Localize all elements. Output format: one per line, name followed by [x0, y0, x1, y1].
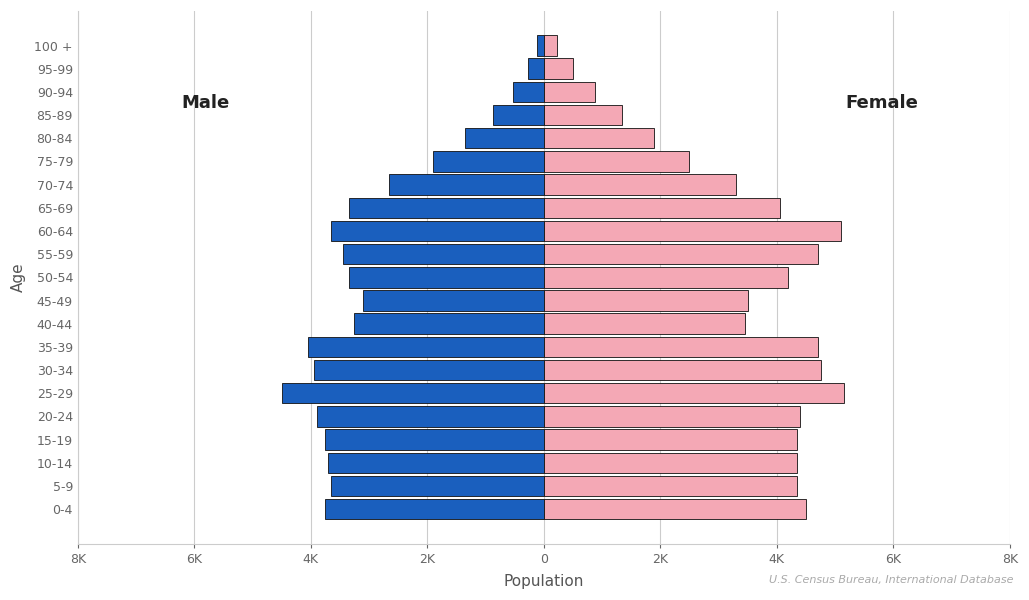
- Bar: [543, 221, 841, 241]
- Bar: [528, 58, 543, 79]
- Bar: [543, 430, 797, 450]
- Text: U.S. Census Bureau, International Database: U.S. Census Bureau, International Databa…: [769, 575, 1014, 585]
- Bar: [349, 267, 543, 287]
- Bar: [543, 197, 780, 218]
- Text: Male: Male: [182, 94, 230, 112]
- Bar: [465, 128, 543, 148]
- Bar: [537, 35, 543, 56]
- Bar: [543, 35, 557, 56]
- Bar: [543, 406, 801, 427]
- Bar: [343, 244, 543, 265]
- Bar: [512, 82, 543, 102]
- Bar: [282, 383, 543, 403]
- Bar: [331, 476, 543, 496]
- Bar: [543, 267, 788, 287]
- Bar: [389, 175, 543, 195]
- Bar: [543, 290, 748, 311]
- Bar: [543, 383, 844, 403]
- Bar: [325, 499, 543, 520]
- Bar: [325, 430, 543, 450]
- Bar: [543, 175, 736, 195]
- X-axis label: Population: Population: [503, 574, 584, 589]
- Y-axis label: Age: Age: [11, 263, 26, 292]
- Bar: [363, 290, 543, 311]
- Bar: [543, 452, 797, 473]
- Bar: [314, 360, 543, 380]
- Bar: [493, 105, 543, 125]
- Bar: [331, 221, 543, 241]
- Bar: [328, 452, 543, 473]
- Bar: [543, 58, 573, 79]
- Bar: [433, 151, 543, 172]
- Bar: [543, 476, 797, 496]
- Bar: [349, 197, 543, 218]
- Bar: [543, 313, 745, 334]
- Bar: [543, 360, 820, 380]
- Bar: [543, 244, 818, 265]
- Bar: [355, 313, 543, 334]
- Bar: [308, 337, 543, 357]
- Bar: [543, 337, 818, 357]
- Bar: [543, 82, 595, 102]
- Bar: [317, 406, 543, 427]
- Bar: [543, 105, 623, 125]
- Text: Female: Female: [845, 94, 918, 112]
- Bar: [543, 128, 654, 148]
- Bar: [543, 499, 806, 520]
- Bar: [543, 151, 689, 172]
